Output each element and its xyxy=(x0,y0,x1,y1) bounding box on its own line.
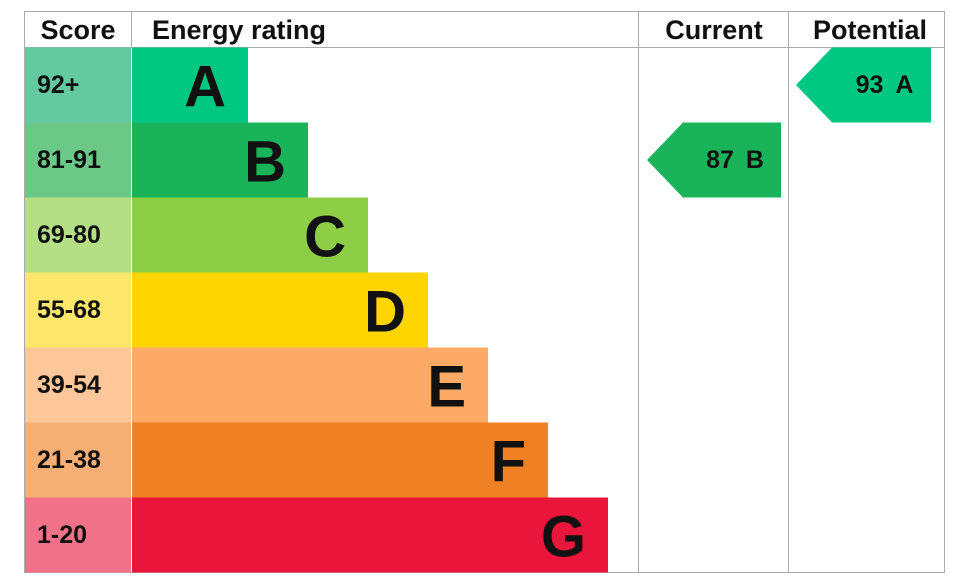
score-cell xyxy=(25,497,131,573)
current-arrow xyxy=(647,122,781,198)
potential-arrow xyxy=(796,47,931,123)
header-rating: Energy rating xyxy=(152,15,326,45)
score-range: 92+ xyxy=(37,71,79,99)
score-cell xyxy=(25,122,131,198)
rating-bar xyxy=(132,272,428,348)
rating-bar xyxy=(132,197,368,273)
band-letter: E xyxy=(427,355,466,420)
score-cell xyxy=(25,422,131,498)
score-cell xyxy=(25,47,131,123)
header-potential: Potential xyxy=(813,15,927,45)
band-letter: C xyxy=(304,205,346,270)
band-letter: F xyxy=(491,430,526,495)
score-range: 21-38 xyxy=(37,446,101,474)
rating-bar xyxy=(132,497,608,573)
rating-bar xyxy=(132,422,548,498)
band-letter: G xyxy=(541,505,586,570)
score-cell xyxy=(25,347,131,423)
rating-bar xyxy=(132,122,308,198)
score-range: 81-91 xyxy=(37,146,101,174)
score-range: 39-54 xyxy=(37,371,101,399)
rating-bar xyxy=(132,47,248,123)
current-label: 87 B xyxy=(706,146,764,174)
rating-bar xyxy=(132,347,488,423)
band-letter: D xyxy=(364,280,406,345)
header-score: Score xyxy=(40,15,115,45)
score-range: 1-20 xyxy=(37,521,87,549)
potential-letter: A xyxy=(895,71,913,99)
current-letter: B xyxy=(746,146,764,174)
current-score: 87 xyxy=(706,146,734,174)
score-range: 69-80 xyxy=(37,221,101,249)
score-cell xyxy=(25,197,131,273)
score-cell xyxy=(25,272,131,348)
potential-score: 93 xyxy=(856,71,884,99)
score-range: 55-68 xyxy=(37,296,101,324)
band-letter: B xyxy=(244,130,286,195)
band-letter: A xyxy=(184,55,226,120)
header-current: Current xyxy=(665,15,763,45)
potential-label: 93 A xyxy=(856,71,914,99)
